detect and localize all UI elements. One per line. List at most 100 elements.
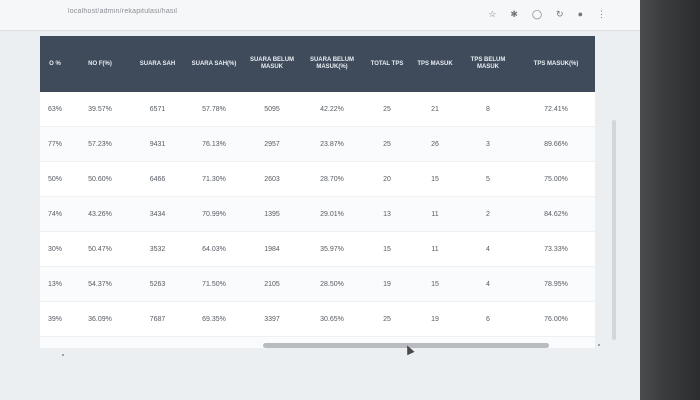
table-cell: 32 xyxy=(459,336,517,348)
table-cell: 9431 xyxy=(130,126,185,162)
table-cell: 23.87% xyxy=(301,126,363,162)
table-row: 77% 57.23% 9431 76.13% 2957 23.87% 25 26 3 89.66% xyxy=(40,126,595,162)
table-cell: 25 xyxy=(363,92,411,127)
address-bar[interactable]: localhost/admin/rekapitulasi/hasil xyxy=(68,8,178,15)
table-cell: 29.01% xyxy=(301,196,363,232)
table-cell: 71.30% xyxy=(185,161,243,197)
table-cell: 26 xyxy=(411,126,459,162)
table-row: 13% 54.37% 5263 71.50% 2105 28.50% 19 15 4 78.95% xyxy=(40,266,595,302)
table-cell: 42765 xyxy=(130,336,185,348)
table-cell: 5 xyxy=(459,161,517,197)
table-cell: 13% xyxy=(40,266,70,302)
table-cell: 19 xyxy=(363,266,411,302)
table-cell: 118 xyxy=(411,336,459,348)
table-cell: 76.13% xyxy=(185,126,243,162)
table-cell: 20 xyxy=(363,161,411,197)
extensions-icon[interactable]: ✱ xyxy=(510,9,518,19)
table-cell: 77% xyxy=(40,126,70,162)
table-cell: 4 xyxy=(459,266,517,302)
vertical-scrollbar[interactable] xyxy=(612,120,616,340)
scroll-dot xyxy=(598,344,600,346)
table-cell: 43.26% xyxy=(70,196,130,232)
table-cell: 1984 xyxy=(243,231,301,267)
table-cell: 11 xyxy=(411,196,459,232)
table-cell: 36.09% xyxy=(70,301,130,337)
monitor-screen: localhost/admin/rekapitulasi/hasil ☆ ✱ ◯… xyxy=(0,0,640,400)
table-cell: 84.62% xyxy=(517,196,595,232)
column-header[interactable]: SUARA SAH(%) xyxy=(185,36,243,92)
table-cell: 64.03% xyxy=(185,231,243,267)
table-cell: 68.65% xyxy=(185,336,243,348)
table-cell: 6466 xyxy=(130,161,185,197)
table-cell: 8 xyxy=(459,92,517,127)
column-header[interactable]: TPS BELUM MASUK xyxy=(459,36,517,92)
monitor-bezel xyxy=(640,0,700,400)
table-cell: 21 xyxy=(411,92,459,127)
table-cell: 25 xyxy=(363,126,411,162)
results-table: O % NO F(%) SUARA SAH SUARA SAH(%) SUARA BEL… xyxy=(40,36,595,348)
table-cell: 3397 xyxy=(243,301,301,337)
table-cell: 28.50% xyxy=(301,266,363,302)
column-header[interactable]: O % xyxy=(40,36,70,92)
browser-actions: ☆ ✱ ◯ ↻ ● ⋮ xyxy=(488,9,606,19)
column-header[interactable]: TOTAL TPS xyxy=(363,36,411,92)
table-cell: 1395 xyxy=(243,196,301,232)
table-cell: 2957 xyxy=(243,126,301,162)
table-cell: 15 xyxy=(363,231,411,267)
table-cell: 70.99% xyxy=(185,196,243,232)
table-cell: 63% xyxy=(40,92,70,127)
table-cell: 3532 xyxy=(130,231,185,267)
profile-icon[interactable]: ◯ xyxy=(531,9,543,19)
table-cell: 42.22% xyxy=(301,92,363,127)
table-body: 63% 39.57% 6571 57.78% 5095 42.22% 25 21 8 72.41%… xyxy=(40,92,595,348)
table-cell: 50% xyxy=(40,161,70,197)
table-cell: 89.66% xyxy=(517,126,595,162)
table-cell: 72.41% xyxy=(517,92,595,127)
table-cell: 150 xyxy=(363,336,411,348)
horizontal-scrollbar[interactable] xyxy=(40,340,595,350)
reload-icon[interactable]: ↻ xyxy=(556,9,564,19)
table-cell: 7687 xyxy=(130,301,185,337)
table-cell: 57.78% xyxy=(185,92,243,127)
table-cell: 2105 xyxy=(243,266,301,302)
table-cell: 13 xyxy=(363,196,411,232)
scroll-dot xyxy=(62,354,64,356)
table-cell: 35.97% xyxy=(301,231,363,267)
table-cell: 2 xyxy=(459,196,517,232)
table-cell: 19 xyxy=(411,301,459,337)
table-cell: 50.60% xyxy=(70,161,130,197)
table-row: 74% 43.26% 3434 70.99% 1395 29.01% 13 11 2 84.62% xyxy=(40,196,595,232)
table-cell: 28.70% xyxy=(301,161,363,197)
table-cell: 15 xyxy=(411,161,459,197)
horizontal-scroll-thumb[interactable] xyxy=(263,343,549,348)
table-cell: 39.57% xyxy=(70,92,130,127)
table-cell: 6571 xyxy=(130,92,185,127)
table-cell: 47.32% xyxy=(70,336,130,348)
table-cell: 30.65% xyxy=(301,301,363,337)
results-table-container: O % NO F(%) SUARA SAH SUARA SAH(%) SUARA BEL… xyxy=(40,36,595,348)
column-header[interactable]: SUARA SAH xyxy=(130,36,185,92)
table-cell: 39% xyxy=(40,301,70,337)
table-row: 50% 50.60% 6466 71.30% 2603 28.70% 20 15 5 75.00% xyxy=(40,161,595,197)
table-cell: 58% xyxy=(40,336,70,348)
column-header[interactable]: SUARA BELUM MASUK xyxy=(243,36,301,92)
column-header[interactable]: TPS MASUK(%) xyxy=(517,36,595,92)
table-cell: 74% xyxy=(40,196,70,232)
table-cell: 73.33% xyxy=(517,231,595,267)
column-header[interactable]: NO F(%) xyxy=(70,36,130,92)
browser-toolbar: localhost/admin/rekapitulasi/hasil ☆ ✱ ◯… xyxy=(0,0,640,31)
table-cell: 69.35% xyxy=(185,301,243,337)
table-cell: 25 xyxy=(363,301,411,337)
table-cell: 31.35% xyxy=(301,336,363,348)
table-cell: 19536 xyxy=(243,336,301,348)
column-header[interactable]: SUARA BELUM MASUK(%) xyxy=(301,36,363,92)
avatar-icon[interactable]: ● xyxy=(577,9,583,19)
table-row: 30% 50.47% 3532 64.03% 1984 35.97% 15 11 4 73.33% xyxy=(40,231,595,267)
bookmark-icon[interactable]: ☆ xyxy=(488,9,497,19)
menu-icon[interactable]: ⋮ xyxy=(597,9,606,19)
column-header[interactable]: TPS MASUK xyxy=(411,36,459,92)
table-cell: 2603 xyxy=(243,161,301,197)
table-cell: 54.37% xyxy=(70,266,130,302)
table-cell: 4 xyxy=(459,231,517,267)
table-row: 58%47.32%4276568.65%1953631.35%150118327… xyxy=(40,336,595,348)
